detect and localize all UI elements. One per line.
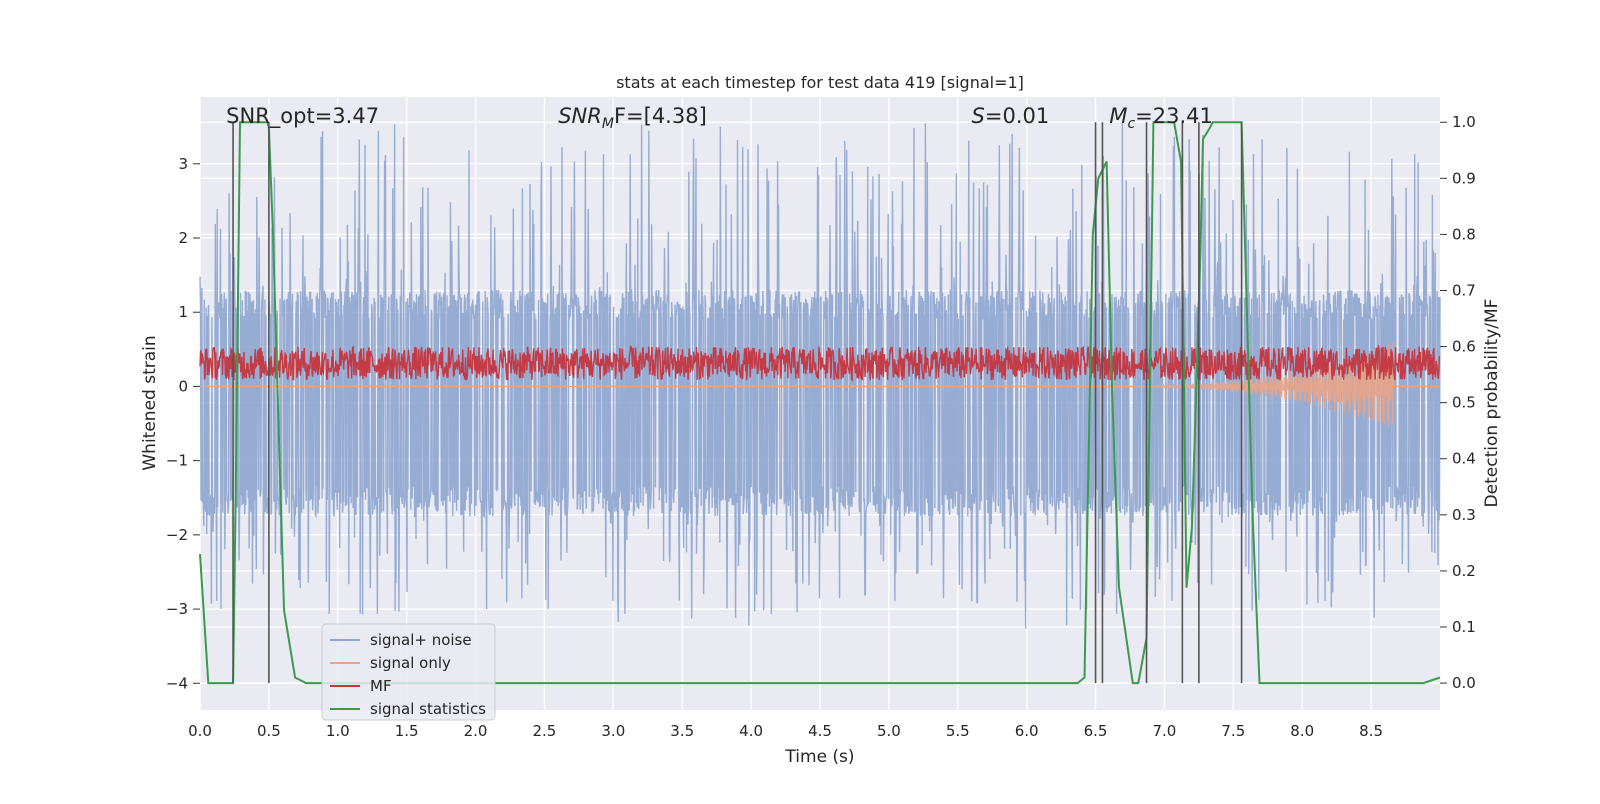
- x-tick-label: 6.0: [1015, 722, 1039, 740]
- x-tick-label: 0.5: [257, 722, 281, 740]
- x-tick-label: 3.5: [670, 722, 694, 740]
- series-layer: [199, 121, 1441, 685]
- y-right-tick-label: 0.9: [1452, 169, 1476, 187]
- chart-title: stats at each timestep for test data 419…: [616, 73, 1024, 92]
- stat-annotation: S=0.01: [972, 104, 1050, 128]
- y-right-tick-label: 0.5: [1452, 394, 1476, 412]
- x-tick-label: 2.0: [464, 722, 488, 740]
- series-signal-noise: [199, 123, 1441, 629]
- y-right-tick-label: 0.2: [1452, 562, 1476, 580]
- y-left-tick-label: 1: [178, 303, 188, 321]
- x-tick-label: 1.0: [326, 722, 350, 740]
- y-left-tick-label: −3: [166, 600, 188, 618]
- y-right-tick-label: 0.6: [1452, 338, 1476, 356]
- x-tick-label: 1.5: [395, 722, 419, 740]
- annotation-layer: SNR_opt=3.47 SNRMF=[4.38] S=0.01 Mc=23.41: [226, 104, 1213, 132]
- y-right-tick-label: 1.0: [1452, 113, 1476, 131]
- stat-annotation: Mc=23.41: [1109, 104, 1213, 132]
- legend-label-signal-noise: signal+ noise: [370, 631, 472, 649]
- y-left-tick-label: −1: [166, 452, 188, 470]
- x-tick-label: 2.5: [533, 722, 557, 740]
- y-left-tick-label: 3: [178, 155, 188, 173]
- x-tick-label: 5.0: [877, 722, 901, 740]
- x-axis-label: Time (s): [784, 747, 854, 767]
- y-left-tick-label: −2: [166, 526, 188, 544]
- stat-annotation: SNRMF=[4.38]: [558, 104, 707, 132]
- x-tick-label: 4.5: [808, 722, 832, 740]
- stat-annotation: SNR_opt=3.47: [226, 104, 379, 129]
- y-right-tick-label: 0.1: [1452, 618, 1476, 636]
- series-signal-statistics: [199, 121, 1441, 685]
- y-left-tick-label: −4: [166, 674, 188, 692]
- x-tick-label: 8.0: [1290, 722, 1314, 740]
- y-axis-right-label: Detection probability/MF: [1482, 299, 1502, 508]
- y-right-tick-label: 0.4: [1452, 450, 1476, 468]
- series-signal-only: [200, 342, 1440, 427]
- x-tick-label: 3.0: [601, 722, 625, 740]
- legend-box: [321, 623, 496, 721]
- y-right-tick-label: 0.7: [1452, 281, 1476, 299]
- series-mf: [199, 344, 1441, 382]
- x-tick-label: 7.0: [1153, 722, 1177, 740]
- axis-layer: 0.0 0.5 1.0 1.5 2.0 2.5 3.0 3.5 4.0 4.5 5.0 5.5 6.0 6…: [166, 113, 1476, 740]
- x-tick-label: 4.0: [739, 722, 763, 740]
- vertical-lines-layer: [232, 122, 1243, 684]
- x-tick-label: 6.5: [1084, 722, 1108, 740]
- y-right-tick-label: 0.3: [1452, 506, 1476, 524]
- x-tick-label: 0.0: [188, 722, 212, 740]
- y-right-tick-label: 0.0: [1452, 674, 1476, 692]
- y-left-tick-label: 0: [178, 377, 188, 395]
- x-tick-label: 8.5: [1359, 722, 1383, 740]
- legend-label-signal-statistics: signal statistics: [370, 700, 486, 718]
- legend-label-mf: MF: [370, 677, 392, 695]
- y-right-tick-label: 0.8: [1452, 225, 1476, 243]
- x-tick-label: 5.5: [946, 722, 970, 740]
- legend: signal+ noise signal only MF signal stat…: [321, 623, 496, 721]
- x-tick-label: 7.5: [1221, 722, 1245, 740]
- y-axis-left-label: Whitened strain: [140, 335, 160, 470]
- legend-label-signal-only: signal only: [370, 654, 451, 672]
- y-left-tick-label: 2: [178, 229, 188, 247]
